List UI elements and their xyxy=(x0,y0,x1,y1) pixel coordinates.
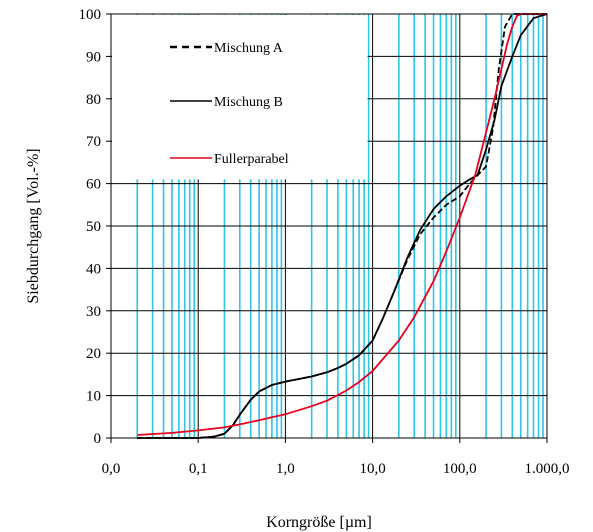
legend-label: Fullerparabel xyxy=(214,152,289,167)
x-tick-label: 10,0 xyxy=(359,461,385,477)
y-axis-label: Siebdurchgang [Vol.-%] xyxy=(25,148,42,303)
y-tick-label: 0 xyxy=(94,431,102,447)
series-layer xyxy=(137,13,548,439)
y-tick-label: 70 xyxy=(86,134,101,150)
y-tick-label: 60 xyxy=(86,177,101,193)
axis-layer: 0 10 20 30 40 50 60 70 80 90 100 0,0 0,1 1,0 10,0 100,0… xyxy=(79,7,570,477)
y-tick-label: 50 xyxy=(86,219,101,235)
y-tick-label: 10 xyxy=(86,389,101,405)
legend-mask xyxy=(112,15,368,180)
y-tick-label: 100 xyxy=(79,7,102,23)
y-tick-label: 90 xyxy=(86,49,101,65)
x-tick-label: 1,0 xyxy=(276,461,295,477)
x-axis-label: Korngröße [µm] xyxy=(266,514,372,531)
x-tick-label: 100,0 xyxy=(443,461,477,477)
series-line xyxy=(137,13,548,439)
y-tick-label: 30 xyxy=(86,304,101,320)
legend-label: Mischung A xyxy=(214,41,284,56)
x-tick-label: 0,0 xyxy=(102,461,121,477)
x-tick-label: 0,1 xyxy=(189,461,208,477)
y-tick-label: 40 xyxy=(86,261,101,277)
series-line xyxy=(137,13,547,436)
x-tick-label: 1.000,0 xyxy=(525,461,570,477)
y-tick-label: 80 xyxy=(86,92,101,108)
y-tick-label: 20 xyxy=(86,346,101,362)
legend-background xyxy=(112,15,368,180)
legend-label: Mischung B xyxy=(214,95,283,110)
legend: Mischung A Mischung B Fullerparabel xyxy=(170,41,289,167)
